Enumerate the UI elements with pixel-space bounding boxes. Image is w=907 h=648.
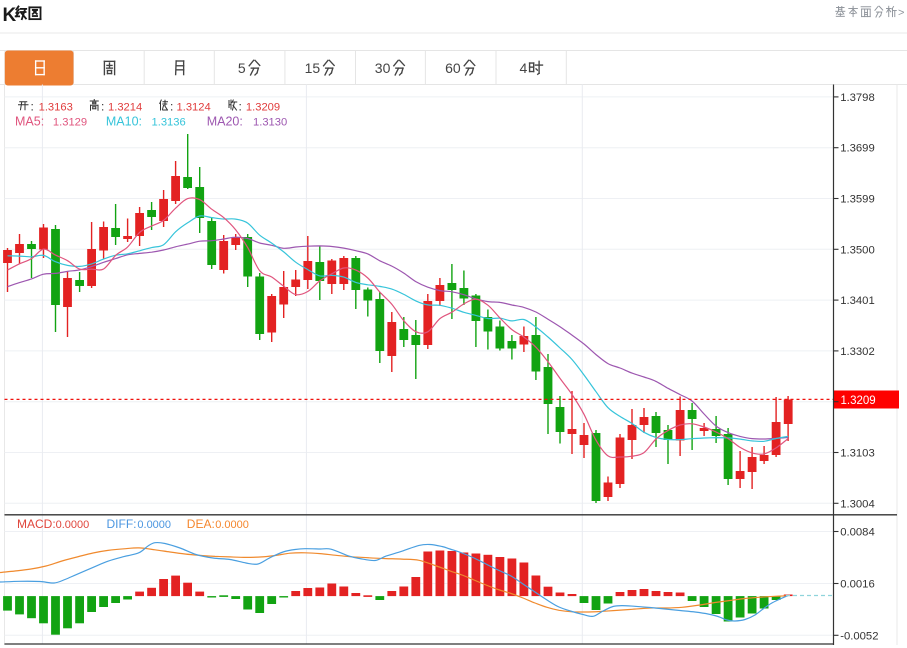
svg-text:DIFF:: DIFF: xyxy=(107,517,137,531)
svg-text:MA5:: MA5: xyxy=(15,115,44,129)
svg-text::: : xyxy=(170,100,173,114)
svg-text:DEA:: DEA: xyxy=(187,517,215,531)
svg-text:60: 60 xyxy=(445,60,461,76)
svg-text:>: > xyxy=(898,7,904,19)
svg-text:-0.0052: -0.0052 xyxy=(840,630,878,642)
svg-text:1.3401: 1.3401 xyxy=(840,295,875,307)
svg-text:1.3130: 1.3130 xyxy=(253,117,287,129)
svg-text:MACD:: MACD: xyxy=(17,517,56,531)
svg-text:4: 4 xyxy=(520,60,528,76)
svg-text:1.3103: 1.3103 xyxy=(840,448,875,460)
svg-text:15: 15 xyxy=(305,60,321,76)
svg-text:MA20:: MA20: xyxy=(207,115,243,129)
svg-text::: : xyxy=(239,100,242,114)
svg-text:MA10:: MA10: xyxy=(106,115,142,129)
svg-text:0.0016: 0.0016 xyxy=(840,579,875,591)
svg-text:1.3798: 1.3798 xyxy=(840,92,875,104)
svg-text::: : xyxy=(101,100,104,114)
svg-text:1.3302: 1.3302 xyxy=(840,346,875,358)
svg-text:0.0000: 0.0000 xyxy=(215,519,249,531)
svg-text::: : xyxy=(31,100,34,114)
svg-text:1.3699: 1.3699 xyxy=(840,143,875,155)
svg-text:K: K xyxy=(3,5,17,26)
svg-text:1.3129: 1.3129 xyxy=(53,117,87,129)
svg-text:1.3136: 1.3136 xyxy=(152,117,186,129)
svg-text:1.3124: 1.3124 xyxy=(177,102,211,114)
svg-text:1.3209: 1.3209 xyxy=(841,395,876,407)
svg-text:1.3004: 1.3004 xyxy=(840,498,875,510)
svg-text:1.3500: 1.3500 xyxy=(840,244,875,256)
svg-text:0.0000: 0.0000 xyxy=(56,519,90,531)
svg-text:5: 5 xyxy=(238,60,246,76)
svg-text:1.3209: 1.3209 xyxy=(246,102,280,114)
svg-text:1.3599: 1.3599 xyxy=(840,194,875,206)
svg-text:1.3163: 1.3163 xyxy=(39,102,73,114)
svg-text:1.3214: 1.3214 xyxy=(108,102,142,114)
svg-text:0.0084: 0.0084 xyxy=(840,527,875,539)
svg-text:0.0000: 0.0000 xyxy=(137,519,171,531)
svg-text:30: 30 xyxy=(375,60,391,76)
